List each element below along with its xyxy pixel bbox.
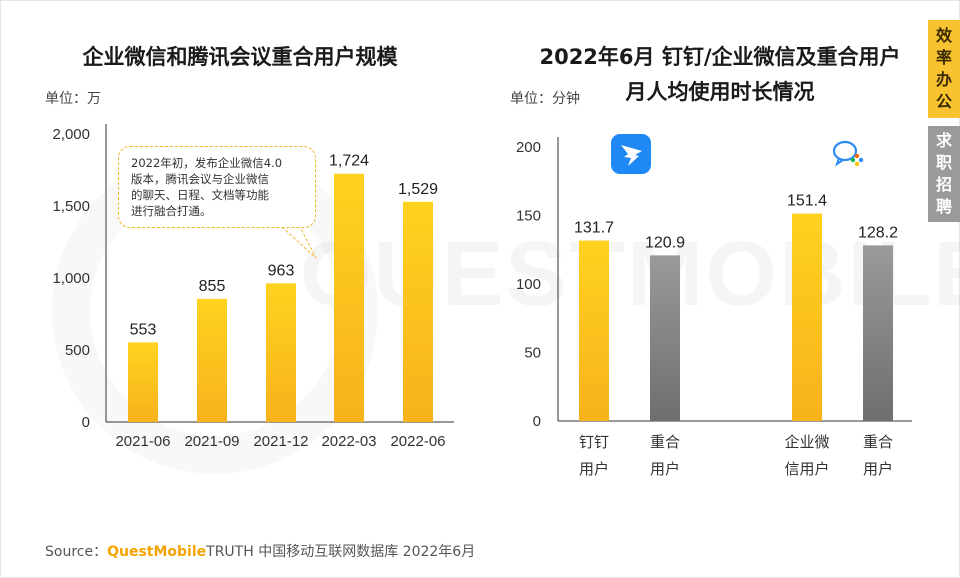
left-bar-chart: 0 500 1,000 1,500 2,000 553 2021-06 855 2021-09 9…	[52, 124, 454, 450]
left-bar	[128, 342, 158, 422]
right-y-tick-label: 100	[516, 276, 541, 293]
callout-line: 2022年初，发布企业微信4.0	[131, 156, 283, 170]
source-brand: QuestMobile	[107, 544, 207, 560]
right-x-tick-label: 企业微	[784, 433, 829, 451]
right-x-tick-label: 重合	[650, 433, 680, 451]
callout-line: 版本，腾讯会议与企业微信	[131, 172, 269, 186]
left-data-label: 855	[199, 278, 226, 295]
right-x-tick-label: 用户	[650, 460, 680, 478]
left-y-tick-label: 2,000	[52, 126, 90, 143]
left-bar	[197, 298, 227, 422]
side-tag-char: 求	[935, 131, 952, 150]
right-data-label: 131.7	[574, 220, 614, 237]
left-data-label: 553	[130, 321, 157, 338]
right-chart-unit: 单位：分钟	[510, 91, 580, 107]
right-x-tick-label: 钉钉	[579, 433, 609, 451]
right-data-label: 120.9	[645, 234, 685, 251]
left-y-tick-label: 0	[82, 414, 90, 431]
right-x-tick-label: 用户	[863, 460, 893, 478]
right-chart-title-line-2: 月人均使用时长情况	[625, 80, 815, 104]
right-y-tick-label: 50	[524, 345, 541, 362]
side-tag-char: 办	[935, 70, 952, 89]
right-bar	[792, 213, 822, 421]
left-bar	[266, 283, 296, 422]
right-x-tick-label: 用户	[579, 460, 609, 478]
right-data-label: 128.2	[858, 224, 898, 241]
left-data-label: 1,529	[398, 181, 438, 198]
right-chart-title-line-1: 2022年6月 钉钉/企业微信及重合用户	[539, 45, 901, 69]
source-suffix: TRUTH 中国移动互联网数据库 2022年6月	[206, 544, 476, 560]
right-y-tick-label: 150	[516, 208, 541, 225]
callout-line: 进行融合打通。	[131, 204, 212, 218]
left-data-label: 1,724	[329, 153, 369, 170]
right-y-tick-label: 0	[533, 413, 541, 430]
left-x-tick-label: 2021-06	[115, 433, 170, 450]
left-x-tick-label: 2021-12	[253, 433, 308, 450]
left-data-label: 963	[268, 262, 295, 279]
side-tag-char: 聘	[935, 197, 952, 216]
dingtalk-icon	[611, 134, 651, 174]
left-chart-unit: 单位：万	[45, 91, 101, 107]
source-note: Source：QuestMobileTRUTH 中国移动互联网数据库 2022年…	[45, 541, 475, 561]
right-data-label: 151.4	[787, 193, 827, 210]
left-bar	[334, 173, 364, 422]
left-y-tick-label: 500	[65, 342, 90, 359]
side-tag-char: 率	[935, 48, 952, 67]
left-bar	[403, 201, 433, 422]
callout-line: 的聊天、日程、文档等功能	[131, 188, 269, 202]
side-tag-char: 效	[935, 26, 952, 45]
right-bar	[650, 255, 680, 421]
wecom-icon	[832, 140, 864, 167]
right-x-tick-label: 信用户	[784, 460, 829, 478]
left-y-tick-label: 1,500	[52, 198, 90, 215]
right-bar	[579, 240, 609, 421]
left-chart-title: 企业微信和腾讯会议重合用户规模	[82, 45, 398, 69]
side-tag-char: 招	[935, 175, 952, 194]
right-x-tick-label: 重合	[863, 433, 893, 451]
left-x-tick-label: 2021-09	[184, 433, 239, 450]
side-tag-efficiency-office[interactable]: 效 率 办 公	[928, 20, 960, 118]
right-y-tick-label: 200	[516, 139, 541, 156]
side-tag-job-recruitment[interactable]: 求 职 招 聘	[928, 126, 960, 222]
source-prefix: Source：	[45, 544, 108, 560]
left-y-tick-label: 1,000	[52, 270, 90, 287]
left-x-tick-label: 2022-06	[390, 433, 445, 450]
callout-pointer	[281, 226, 317, 259]
right-bar	[863, 245, 893, 421]
left-x-tick-label: 2022-03	[321, 433, 376, 450]
side-tag-char: 公	[935, 92, 952, 111]
side-tag-char: 职	[935, 153, 952, 172]
annotation-callout: 2022年初，发布企业微信4.0 版本，腾讯会议与企业微信 的聊天、日程、文档等…	[118, 146, 316, 228]
